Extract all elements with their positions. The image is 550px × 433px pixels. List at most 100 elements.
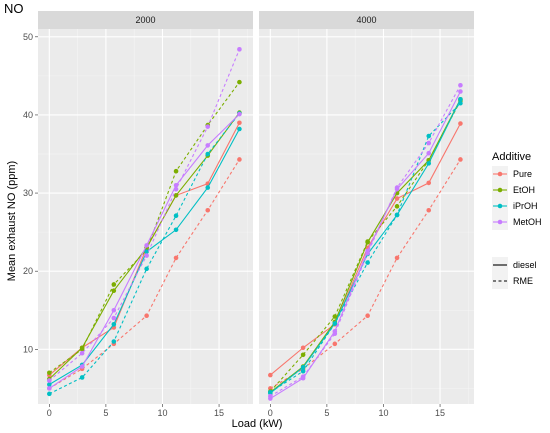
legend-label: iPrOH [513,201,538,211]
y-tick-label: 20 [23,266,33,276]
y-tick-label: 10 [23,344,33,354]
legend-label: MetOH [513,217,542,227]
data-point-metoh-rme [394,185,400,190]
data-point-iproh-rme [47,391,52,397]
facet-strip [38,11,253,29]
data-point-metoh-diesel [111,307,117,313]
data-point-metoh-diesel [79,364,85,369]
data-point-etoh-rme [300,352,306,358]
data-point-etoh-rme [173,168,179,174]
x-tick-label: 0 [47,408,52,418]
facet-strip-label: 4000 [356,15,376,25]
data-point-iproh-diesel [205,185,211,190]
data-point-etoh-diesel [111,288,117,294]
data-point-metoh-rme [79,350,85,356]
legend-item-diesel: diesel [492,257,537,273]
data-point-metoh-rme [332,331,338,336]
data-point-metoh-rme [458,82,463,88]
data-point-pure-diesel [300,345,306,351]
facet-strip [259,11,474,29]
data-point-pure-rme [426,207,432,213]
y-tick-label: 50 [23,32,33,42]
legend-item-iproh: iPrOH [492,198,538,214]
legend-item-rme: RME [492,273,533,289]
data-point-pure-diesel [394,196,400,201]
data-point-pure-rme [173,255,179,261]
data-point-etoh-rme [365,239,370,244]
legend-label: Pure [513,169,532,179]
data-point-iproh-rme [332,321,338,326]
x-tick-label: 0 [268,408,273,418]
data-point-metoh-diesel [47,386,52,391]
x-tick-label: 5 [324,408,329,418]
data-point-metoh-rme [365,250,370,256]
x-tick-label: 15 [435,408,445,418]
legend: Additive Pure EtOH iPrOH MetOH diesel RME [492,151,542,289]
data-point-iproh-diesel [426,161,432,166]
data-point-iproh-rme [111,339,117,344]
facet-panel-2000: 2000 0 5 10 15 10 20 30 40 50 [23,11,253,418]
legend-key-point [497,203,503,209]
legend-label: EtOH [513,185,535,195]
data-point-metoh-rme [173,186,179,192]
data-point-iproh-rme [300,368,306,374]
data-point-pure-rme [332,341,338,347]
legend-title-additive: Additive [492,151,531,163]
data-point-iproh-rme [394,212,400,218]
data-point-pure-rme [237,157,242,162]
legend-label: RME [513,276,533,286]
legend-label: diesel [513,260,537,270]
facet-panels: 2000 0 5 10 15 10 20 30 40 50 4000 0 5 10 15 [23,11,474,418]
data-point-iproh-rme [144,266,149,272]
x-axis-title: Load (kW) [232,418,283,430]
data-point-metoh-rme [47,378,52,383]
legend-item-pure: Pure [492,166,532,182]
data-point-pure-diesel [426,180,432,186]
x-tick-label: 5 [103,408,108,418]
data-point-pure-diesel [268,372,273,378]
data-point-pure-rme [205,207,211,213]
data-point-etoh-rme [111,282,117,287]
data-point-metoh-rme [205,124,211,129]
data-point-iproh-rme [173,213,179,219]
chart-title: NO [4,1,24,16]
legend-key-point [497,171,503,177]
y-axis-title: Mean exhaust NO (ppm) [6,161,18,281]
data-point-iproh-diesel [237,126,242,132]
data-point-pure-rme [458,157,463,162]
data-point-etoh-rme [79,347,85,352]
data-point-iproh-diesel [173,227,179,233]
x-tick-label: 10 [157,408,167,418]
data-point-metoh-diesel [426,150,432,156]
data-point-pure-diesel [458,121,463,126]
data-point-etoh-rme [394,204,400,209]
data-point-etoh-rme [47,370,52,376]
data-point-pure-rme [365,313,370,319]
data-point-etoh-diesel [173,193,179,198]
legend-item-metoh: MetOH [492,214,542,230]
data-point-pure-diesel [237,120,242,126]
data-point-iproh-diesel [458,97,463,102]
data-point-pure-rme [394,255,400,261]
data-point-etoh-rme [332,314,338,319]
legend-key-point [497,219,503,225]
data-point-metoh-rme [111,315,117,321]
data-point-iproh-rme [426,133,432,139]
legend-item-etoh: EtOH [492,182,535,198]
data-point-iproh-diesel [300,364,306,370]
data-point-iproh-rme [365,260,370,265]
data-point-metoh-diesel [458,89,463,94]
facet-strip-label: 2000 [135,15,155,25]
y-tick-label: 40 [23,110,33,120]
data-point-metoh-rme [300,374,306,379]
data-point-metoh-rme [237,47,242,52]
data-point-metoh-rme [144,253,149,258]
data-point-iproh-rme [268,389,273,395]
data-point-iproh-rme [79,375,85,380]
data-point-pure-rme [144,313,149,319]
panel-background [38,29,253,404]
data-point-iproh-diesel [111,322,117,327]
data-point-etoh-rme [237,79,242,85]
data-point-metoh-diesel [205,143,211,148]
